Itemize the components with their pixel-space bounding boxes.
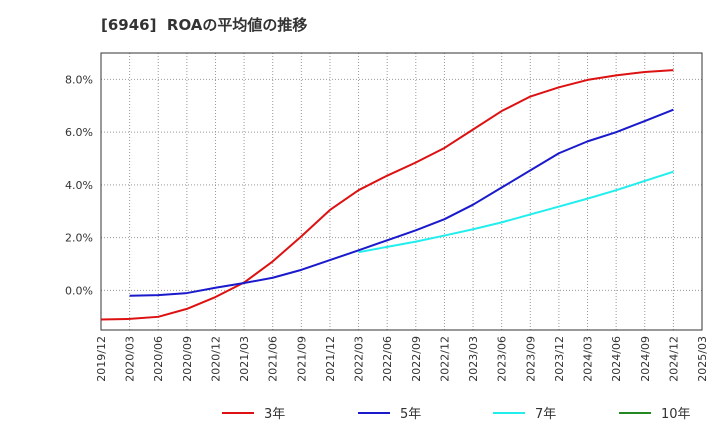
chart-title: [6946] ROAの平均値の推移 <box>101 16 308 34</box>
series-line <box>129 108 674 297</box>
x-tick-label: 2022/12 <box>438 336 451 382</box>
x-tick-label: 2025/03 <box>696 336 709 382</box>
x-tick-label: 2021/12 <box>324 336 337 382</box>
x-tick-label: 2023/12 <box>553 336 566 382</box>
x-tick-label: 2023/09 <box>524 336 537 382</box>
x-tick-label: 2024/12 <box>667 336 680 382</box>
x-tick-label: 2020/03 <box>124 336 137 382</box>
x-tick-label: 2021/03 <box>238 336 251 382</box>
plot-frame <box>100 52 703 331</box>
x-tick-label: 2024/03 <box>582 336 595 382</box>
x-tick-label: 2024/06 <box>610 336 623 382</box>
y-tick-label: 8.0% <box>65 73 93 86</box>
x-tick-label: 2019/12 <box>95 336 108 382</box>
series-line <box>358 170 674 254</box>
y-tick-label: 0.0% <box>65 284 93 297</box>
x-tick-label: 2021/09 <box>295 336 308 382</box>
x-tick-label: 2023/03 <box>467 336 480 382</box>
x-tick-label: 2020/06 <box>152 336 165 382</box>
legend-label: 5年 <box>400 407 421 422</box>
x-tick-label: 2021/06 <box>267 336 280 382</box>
series-line <box>100 69 674 321</box>
y-tick-label: 6.0% <box>65 126 93 139</box>
legend-label: 10年 <box>661 407 691 422</box>
y-tick-label: 2.0% <box>65 232 93 245</box>
x-tick-label: 2022/06 <box>381 336 394 382</box>
x-tick-label: 2024/09 <box>639 336 652 382</box>
x-tick-label: 2020/09 <box>181 336 194 382</box>
x-tick-label: 2022/09 <box>410 336 423 382</box>
legend-label: 7年 <box>535 407 556 422</box>
x-tick-label: 2020/12 <box>209 336 222 382</box>
legend-label: 3年 <box>264 407 285 422</box>
y-tick-label: 4.0% <box>65 179 93 192</box>
x-tick-label: 2022/03 <box>353 336 366 382</box>
x-tick-label: 2023/06 <box>496 336 509 382</box>
